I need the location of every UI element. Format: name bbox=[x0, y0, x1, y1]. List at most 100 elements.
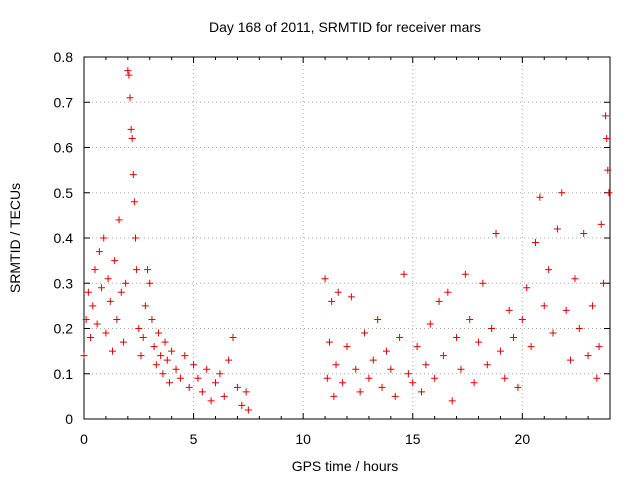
data-point bbox=[332, 361, 340, 369]
data-point bbox=[128, 134, 136, 142]
data-point bbox=[122, 279, 130, 287]
data-point bbox=[536, 193, 544, 201]
data-point bbox=[595, 343, 603, 351]
data-point bbox=[426, 320, 434, 328]
data-point bbox=[233, 383, 241, 391]
data-point bbox=[435, 297, 443, 305]
data-point bbox=[115, 216, 123, 224]
data-point bbox=[117, 288, 125, 296]
data-point bbox=[514, 383, 522, 391]
data-point bbox=[125, 71, 133, 79]
data-point bbox=[102, 329, 110, 337]
data-point bbox=[387, 365, 395, 373]
data-point bbox=[580, 229, 588, 237]
data-point bbox=[127, 125, 135, 133]
axis-ticks: 0 5 10 15 20 0 0.1 0.2 0.3 0.4 0.5 0.6 0.7 0.8 bbox=[54, 49, 610, 447]
y-tick-label: 0.2 bbox=[54, 321, 74, 337]
data-point bbox=[163, 356, 171, 364]
data-point bbox=[334, 288, 342, 296]
x-axis-label: GPS time / hours bbox=[292, 458, 399, 474]
data-point bbox=[558, 189, 566, 197]
data-point bbox=[238, 401, 246, 409]
data-point bbox=[198, 388, 206, 396]
data-point bbox=[172, 365, 180, 373]
data-point bbox=[597, 220, 605, 228]
y-tick-label: 0.5 bbox=[54, 185, 74, 201]
data-point bbox=[168, 347, 176, 355]
data-point bbox=[129, 171, 137, 179]
y-tick-label: 0.7 bbox=[54, 94, 74, 110]
data-point bbox=[448, 397, 456, 405]
data-point bbox=[523, 284, 531, 292]
data-point bbox=[545, 266, 553, 274]
data-point bbox=[466, 315, 474, 323]
data-point bbox=[604, 166, 612, 174]
data-point bbox=[567, 356, 575, 364]
data-point bbox=[80, 352, 88, 360]
data-point bbox=[431, 374, 439, 382]
data-point bbox=[148, 315, 156, 323]
data-point bbox=[161, 338, 169, 346]
data-point bbox=[225, 356, 233, 364]
data-point bbox=[479, 279, 487, 287]
data-point bbox=[382, 347, 390, 355]
data-point bbox=[439, 352, 447, 360]
data-point bbox=[124, 67, 132, 75]
x-tick-label: 10 bbox=[295, 431, 311, 447]
data-point bbox=[323, 374, 331, 382]
data-point bbox=[106, 297, 114, 305]
data-point bbox=[328, 297, 336, 305]
data-point bbox=[483, 361, 491, 369]
data-point bbox=[126, 94, 134, 102]
data-point bbox=[404, 370, 412, 378]
data-point bbox=[505, 306, 513, 314]
data-point bbox=[396, 334, 404, 342]
data-point bbox=[369, 356, 377, 364]
plot-frame bbox=[83, 56, 611, 420]
x-tick-label: 0 bbox=[80, 431, 88, 447]
data-point bbox=[378, 383, 386, 391]
data-point bbox=[82, 315, 90, 323]
data-point bbox=[130, 198, 138, 206]
y-tick-label: 0.3 bbox=[54, 275, 74, 291]
data-point bbox=[165, 379, 173, 387]
data-point bbox=[531, 239, 539, 247]
data-point bbox=[584, 352, 592, 360]
data-point bbox=[553, 225, 561, 233]
data-point bbox=[325, 338, 333, 346]
data-point bbox=[229, 334, 237, 342]
data-points bbox=[80, 67, 613, 414]
data-point bbox=[89, 302, 97, 310]
data-point bbox=[157, 352, 165, 360]
data-point bbox=[603, 134, 611, 142]
data-point bbox=[176, 374, 184, 382]
data-point bbox=[540, 302, 548, 310]
data-point bbox=[496, 347, 504, 355]
data-point bbox=[501, 374, 509, 382]
data-point bbox=[457, 365, 465, 373]
data-point bbox=[339, 379, 347, 387]
data-point bbox=[155, 329, 163, 337]
data-point bbox=[602, 112, 610, 120]
data-point bbox=[418, 388, 426, 396]
data-point bbox=[159, 370, 167, 378]
data-point bbox=[409, 379, 417, 387]
data-point bbox=[100, 234, 108, 242]
data-point bbox=[475, 338, 482, 346]
x-tick-label: 15 bbox=[405, 431, 421, 447]
data-point bbox=[144, 266, 152, 274]
data-point bbox=[510, 334, 518, 342]
data-point bbox=[152, 361, 160, 369]
data-point bbox=[113, 315, 121, 323]
x-tick-label: 5 bbox=[190, 431, 198, 447]
data-point bbox=[400, 270, 408, 278]
chart-title: Day 168 of 2011, SRMTID for receiver mar… bbox=[209, 19, 481, 35]
data-point bbox=[119, 338, 127, 346]
y-tick-label: 0 bbox=[65, 411, 73, 427]
data-point bbox=[220, 392, 228, 400]
data-point bbox=[321, 275, 329, 283]
data-point bbox=[150, 343, 158, 351]
data-point bbox=[242, 388, 250, 396]
y-tick-label: 0.1 bbox=[54, 366, 74, 382]
